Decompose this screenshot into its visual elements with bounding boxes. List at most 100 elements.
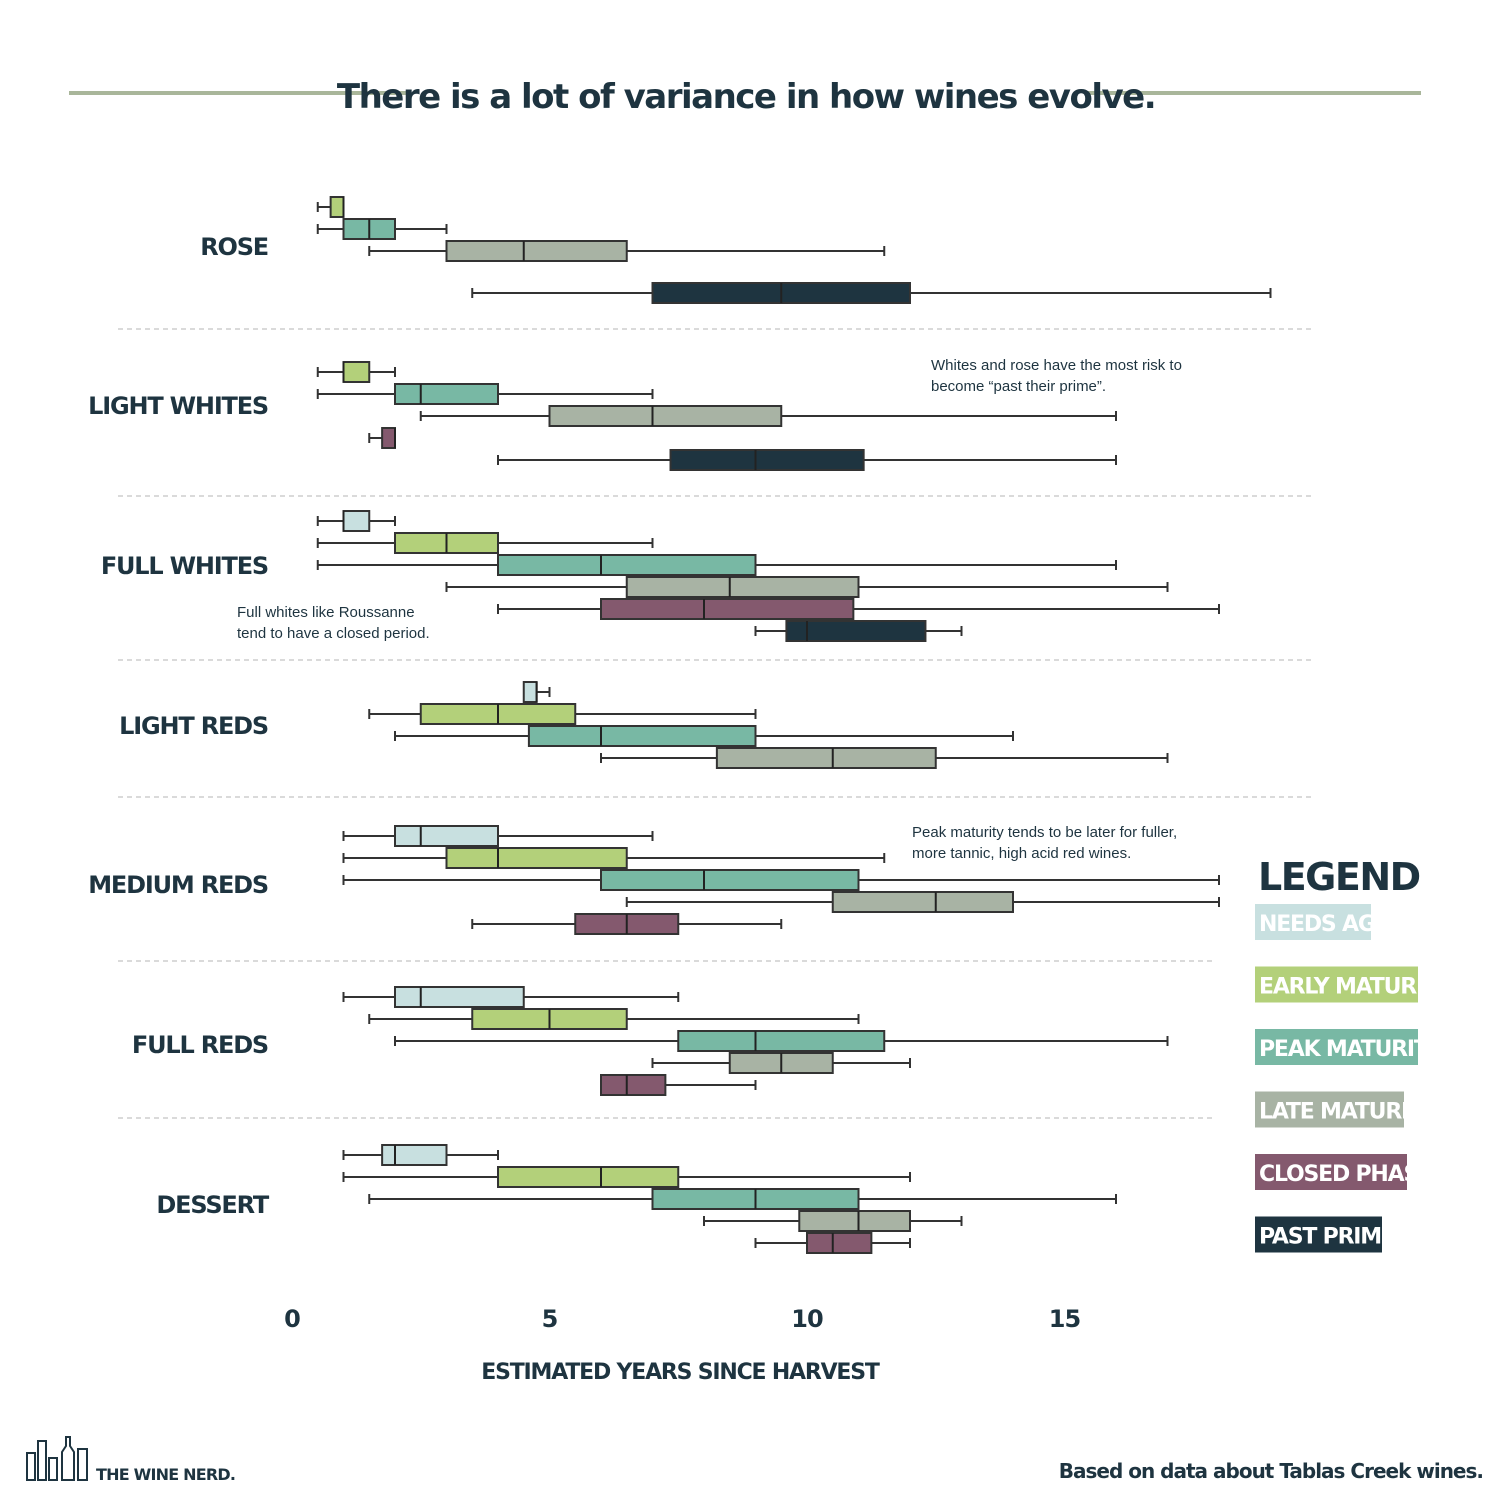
box-group-dessert	[342, 1144, 1117, 1254]
box-peak-maturity	[394, 1030, 1169, 1052]
legend-swatch	[1255, 904, 1371, 940]
wine-nerd-logo	[26, 1436, 88, 1481]
box-iqr	[497, 1166, 680, 1188]
box-late-maturity	[703, 1210, 963, 1232]
category-label-light-reds: LIGHT REDS	[119, 712, 268, 740]
annotation-full-whites: Full whites like Roussanne tend to have …	[237, 604, 430, 642]
box-iqr	[497, 554, 757, 576]
x-tick-label: 10	[791, 1305, 823, 1333]
box-early-maturity	[316, 532, 654, 554]
legend-item-label: CLOSED PHASE	[1259, 1162, 1432, 1187]
legend-item-label: PEAK MATURITY	[1259, 1037, 1445, 1062]
box-plot-marks	[316, 196, 1272, 1254]
box-late-maturity	[625, 891, 1220, 913]
box-iqr	[342, 361, 371, 383]
x-tick-label: 5	[542, 1305, 558, 1333]
category-labels: ROSE LIGHT WHITES FULL WHITES LIGHT REDS…	[88, 233, 271, 1219]
legend-swatch	[1255, 1091, 1404, 1128]
box-late-maturity	[445, 576, 1169, 598]
legend-item-label: EARLY MATURITY	[1259, 975, 1454, 1000]
box-needs-age	[342, 986, 680, 1008]
box-iqr	[394, 825, 499, 847]
logo-bottle	[77, 1448, 88, 1481]
box-late-maturity	[419, 405, 1117, 427]
box-past-prime	[471, 282, 1272, 304]
box-closed-phase	[754, 1232, 911, 1254]
box-iqr	[831, 891, 1014, 913]
box-iqr	[342, 510, 371, 532]
box-group-full-reds	[342, 986, 1169, 1096]
legend-title: LEGEND	[1258, 855, 1420, 899]
box-early-maturity	[368, 703, 757, 725]
legend-item-label: NEEDS AGE	[1259, 912, 1389, 937]
box-group-medium-reds	[342, 825, 1220, 935]
category-label-light-whites: LIGHT WHITES	[88, 392, 268, 420]
annotation-line: become “past their prime”.	[931, 378, 1106, 395]
box-iqr	[785, 620, 927, 642]
box-late-maturity	[368, 240, 886, 262]
box-needs-age	[342, 825, 654, 847]
box-iqr	[600, 1074, 667, 1096]
box-iqr	[527, 725, 757, 747]
category-label-full-whites: FULL WHITES	[101, 552, 268, 580]
box-past-prime	[497, 449, 1117, 471]
box-group-full-whites	[316, 510, 1220, 642]
source-note: Based on data about Tablas Creek wines.	[1059, 1459, 1483, 1483]
legend-item-label: LATE MATURITY	[1259, 1100, 1439, 1125]
x-tick-labels: 0 5 10 15	[284, 1305, 1081, 1333]
box-iqr	[394, 986, 525, 1008]
box-peak-maturity	[316, 554, 1117, 576]
legend-swatch	[1255, 1154, 1407, 1190]
x-tick-label: 0	[284, 1305, 300, 1333]
legend-item-past-prime: PAST PRIME	[1255, 1216, 1396, 1253]
box-closed-phase	[497, 598, 1220, 620]
legend-swatch	[1255, 1029, 1418, 1065]
legend-item-label: PAST PRIME	[1259, 1225, 1395, 1250]
box-needs-age	[316, 510, 396, 532]
annotation-line: Whites and rose have the most risk to	[931, 357, 1182, 374]
box-iqr	[548, 405, 783, 427]
box-peak-maturity	[368, 1188, 1117, 1210]
box-peak-maturity	[342, 869, 1220, 891]
box-iqr	[600, 598, 855, 620]
box-iqr	[522, 681, 538, 703]
box-early-maturity	[316, 196, 345, 218]
box-peak-maturity	[394, 725, 1014, 747]
box-iqr	[445, 240, 628, 262]
box-late-maturity	[600, 747, 1169, 769]
box-closed-phase	[368, 427, 396, 449]
annotation-line: tend to have a closed period.	[237, 625, 430, 642]
box-needs-age	[522, 681, 551, 703]
logo-bottle	[37, 1440, 47, 1481]
box-early-maturity	[316, 361, 396, 383]
logo-bottle	[48, 1457, 58, 1481]
box-iqr	[445, 847, 628, 869]
chart-title: There is a lot of variance in how wines …	[337, 77, 1155, 117]
box-past-prime	[754, 620, 963, 642]
annotation-line: Peak maturity tends to be later for full…	[912, 824, 1177, 841]
category-label-full-reds: FULL REDS	[132, 1031, 268, 1059]
box-group-light-reds	[368, 681, 1169, 769]
box-iqr	[798, 1210, 912, 1232]
category-label-dessert: DESSERT	[156, 1191, 269, 1219]
box-group-light-whites	[316, 361, 1117, 471]
x-axis-label: ESTIMATED YEARS SINCE HARVEST	[481, 1360, 880, 1385]
box-iqr	[669, 449, 865, 471]
legend-item-early-maturity: EARLY MATURITY	[1255, 966, 1455, 1003]
box-peak-maturity	[316, 218, 448, 240]
box-iqr	[625, 576, 860, 598]
box-iqr	[600, 869, 860, 891]
box-iqr	[715, 747, 937, 769]
box-peak-maturity	[316, 383, 654, 405]
logo-bottle	[61, 1436, 75, 1481]
box-iqr	[381, 1144, 448, 1166]
legend-item-needs-age: NEEDS AGE	[1255, 904, 1390, 940]
annotation-peak-maturity: Peak maturity tends to be later for full…	[912, 824, 1181, 862]
legend-item-late-maturity: LATE MATURITY	[1255, 1091, 1440, 1128]
annotation-line: Full whites like Roussanne	[237, 604, 415, 621]
brand-name: THE WINE NERD.	[96, 1465, 235, 1484]
box-group-rose	[316, 196, 1272, 304]
box-iqr	[394, 383, 499, 405]
box-closed-phase	[600, 1074, 757, 1096]
category-label-rose: ROSE	[200, 233, 268, 261]
